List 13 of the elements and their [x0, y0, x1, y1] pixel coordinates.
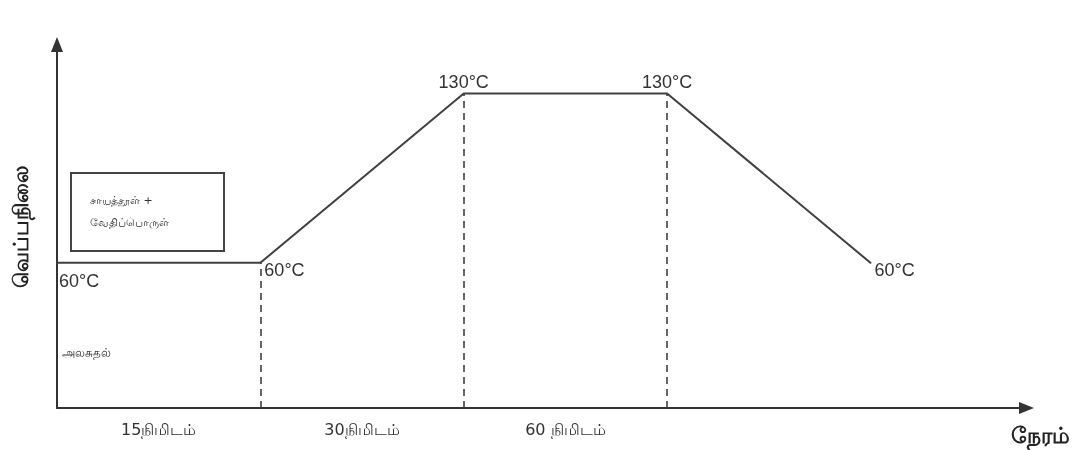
annotation: அலசுதல்: [62, 346, 111, 361]
text: 15நிமிடம்: [120, 420, 197, 441]
text: 60 நிமிடம்: [525, 420, 606, 441]
annotation: சாயத்தூள் + வேதிப்பொருள்: [90, 193, 170, 231]
y-axis-title: வெப்பநிலை: [8, 165, 36, 288]
text: 30நிமிடம்: [324, 420, 400, 441]
x-axis-title: நேரம்: [1011, 422, 1070, 450]
data-label: 130°C: [438, 72, 489, 93]
data-label: 130°C: [641, 72, 693, 93]
data-label: 60°C: [264, 259, 305, 280]
data-label: 60°C: [874, 259, 915, 280]
note-frame: சாயத்தூள் + வேதிப்பொருள்: [70, 172, 225, 252]
data-label: 60°C: [59, 270, 100, 291]
